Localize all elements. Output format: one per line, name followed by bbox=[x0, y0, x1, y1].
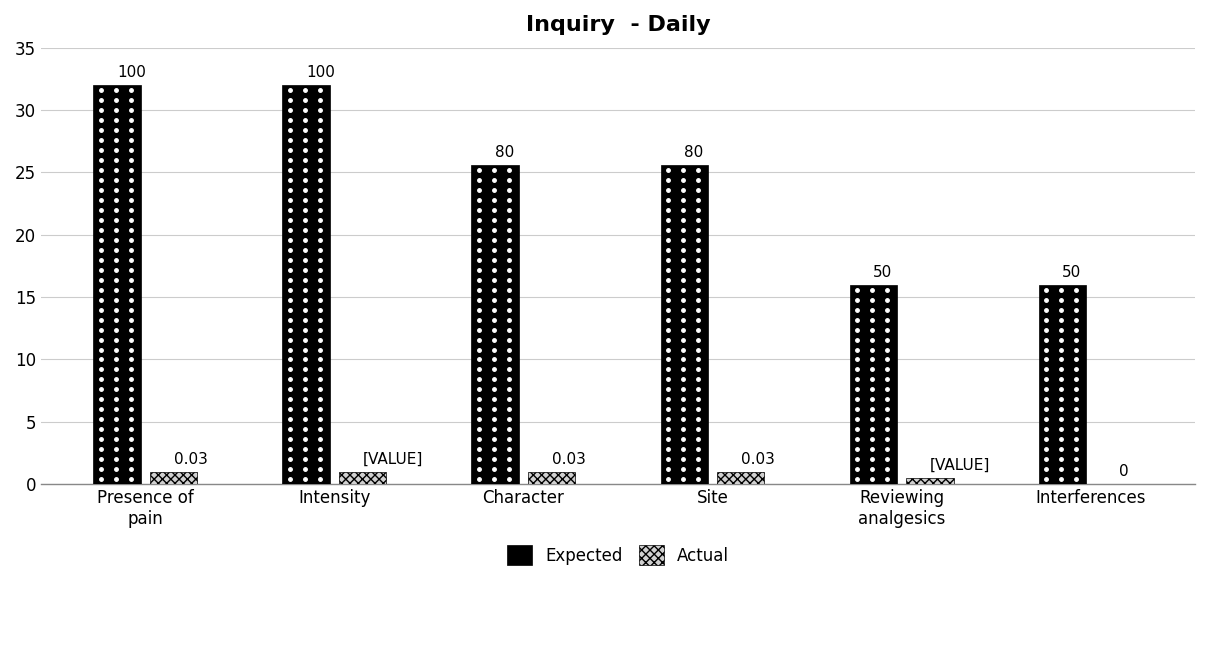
Text: 0.03: 0.03 bbox=[552, 452, 586, 467]
Bar bbox=[93, 85, 140, 484]
Text: 100: 100 bbox=[306, 65, 335, 80]
Text: [VALUE]: [VALUE] bbox=[363, 452, 424, 467]
Text: 50: 50 bbox=[1062, 265, 1082, 280]
Bar bbox=[150, 472, 197, 484]
Bar bbox=[472, 165, 519, 484]
Text: 80: 80 bbox=[684, 145, 703, 160]
Text: 0.03: 0.03 bbox=[741, 452, 774, 467]
Bar bbox=[718, 472, 765, 484]
Legend: Expected, Actual: Expected, Actual bbox=[500, 538, 736, 572]
Text: 100: 100 bbox=[117, 65, 146, 80]
Text: 80: 80 bbox=[495, 145, 514, 160]
Text: 0: 0 bbox=[1119, 464, 1129, 479]
Bar bbox=[661, 165, 708, 484]
Bar bbox=[339, 472, 386, 484]
Text: [VALUE]: [VALUE] bbox=[930, 458, 990, 473]
Text: 0.03: 0.03 bbox=[174, 452, 208, 467]
Bar bbox=[529, 472, 576, 484]
Bar bbox=[906, 478, 953, 484]
Bar bbox=[282, 85, 330, 484]
Title: Inquiry  - Daily: Inquiry - Daily bbox=[525, 15, 710, 35]
Text: 50: 50 bbox=[874, 265, 893, 280]
Bar bbox=[1038, 284, 1085, 484]
Bar bbox=[849, 284, 897, 484]
